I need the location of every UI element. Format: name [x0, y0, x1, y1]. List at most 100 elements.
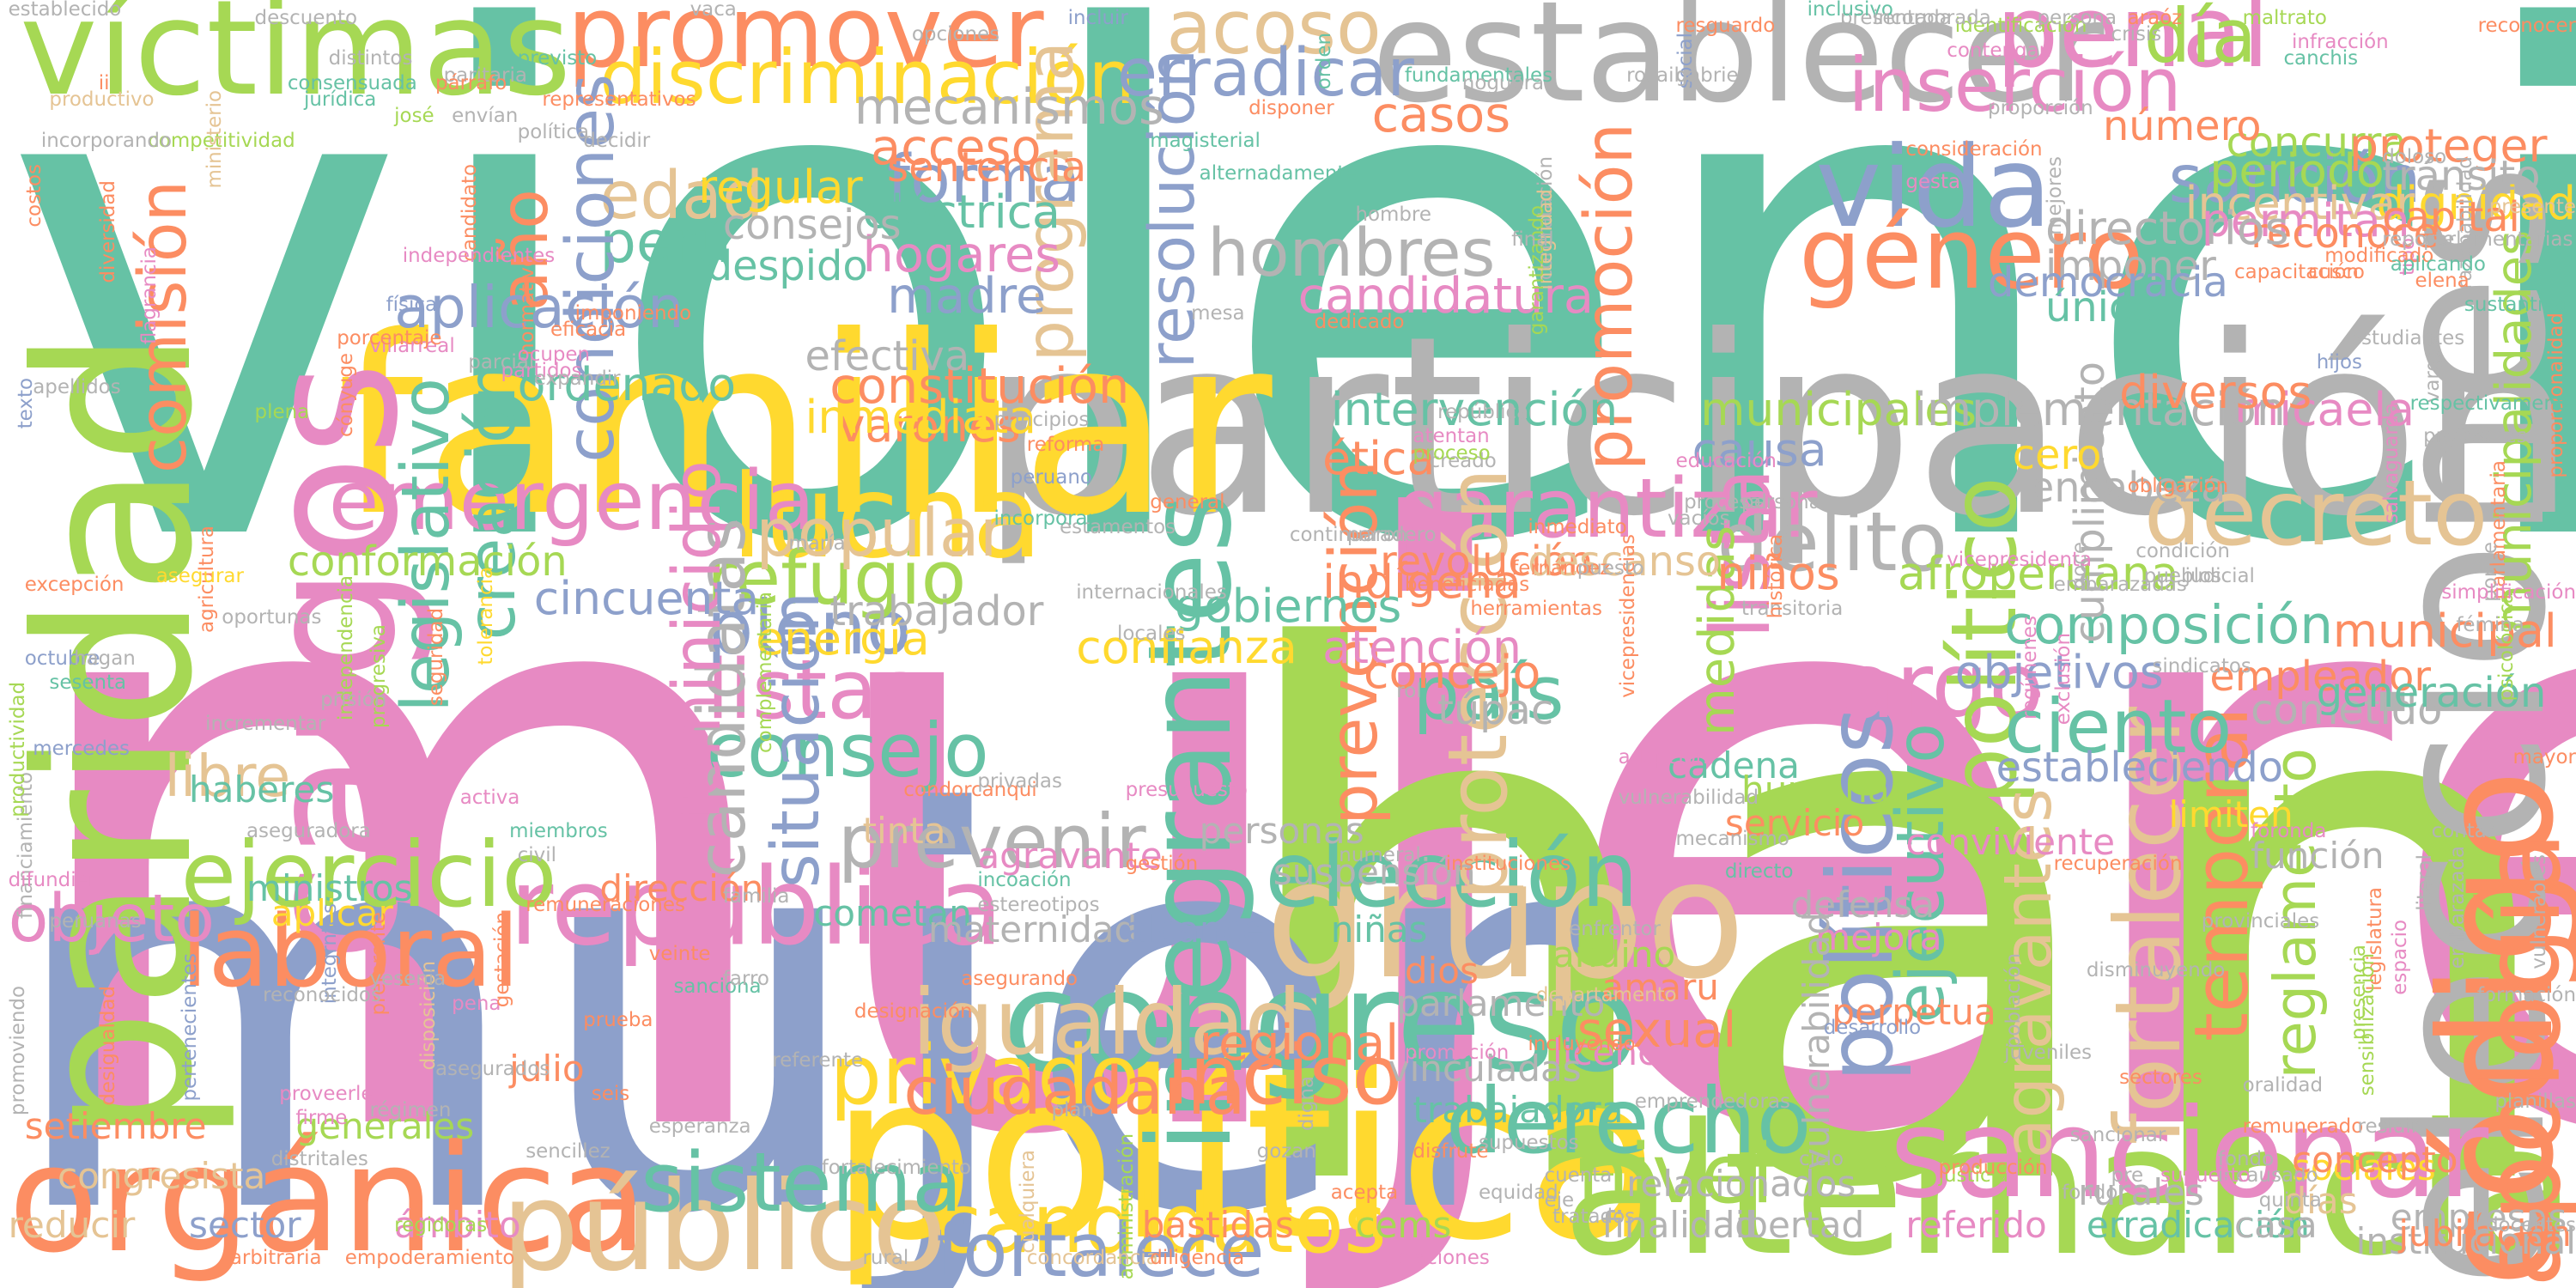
cloud-word-proveerle: proveerle [279, 1082, 374, 1105]
cloud-word-libre: libre [164, 742, 291, 810]
cloud-word-politica: política [829, 1023, 1666, 1288]
cloud-word-fondo: fondo [2062, 1181, 2118, 1204]
cloud-word-laboral: laboral [180, 895, 520, 1011]
cloud-word-cualquiera: cualquiera [1017, 1150, 1040, 1254]
cloud-word-consideracion: consideración [1905, 137, 2043, 161]
cloud-word-hombres: hombres [1207, 216, 1496, 293]
cloud-word-departamento: departamento [1535, 983, 1677, 1006]
cloud-word-embarazada: embarazada [2445, 846, 2469, 969]
cloud-word-poblacion: población [2002, 952, 2026, 1048]
cloud-word-paritaria: paritaria [443, 64, 527, 87]
cloud-word-representativos: representativos [542, 88, 696, 112]
cloud-word-rurales: rurales [2078, 1170, 2204, 1213]
cloud-word-seis: seis [591, 1082, 630, 1105]
cloud-word-listas: listas [706, 641, 920, 738]
cloud-word-establecido: establecido [8, 0, 122, 21]
cloud-word-complementaria: complementaria [754, 591, 777, 753]
cloud-word-independientes: independientes [402, 244, 556, 267]
cloud-word-concurra: concurra [2226, 119, 2407, 167]
cloud-word-composicion: composición [2004, 595, 2334, 657]
cloud-word-establecer: establecer [1371, 0, 2105, 134]
cloud-word-sanciona: sanciona [673, 975, 762, 999]
cloud-word-garantizar: garantizar [1396, 460, 1818, 557]
cloud-word-proporcion: proporción [1988, 96, 2093, 119]
cloud-word-privado: privado [829, 1027, 1140, 1124]
cloud-word-sectores: sectores [2119, 1066, 2202, 1089]
cloud-word-condorcanqui: condorcanqui [903, 778, 1037, 801]
cloud-word-tinta: tinta [862, 810, 946, 853]
cloud-word-servicio: servicio [1724, 801, 1865, 844]
cloud-word-flagrancia: flagrancia [137, 246, 161, 345]
cloud-word-discriminacion: discriminación [599, 34, 1135, 121]
cloud-word-vacios: vacíos [1667, 507, 1730, 531]
cloud-word-condicion: condición [2136, 540, 2230, 563]
cloud-word-consejos: consejos [722, 202, 902, 250]
cloud-word-estamentos: estamentos [1060, 515, 1176, 538]
cloud-word-feminicidio: feminicidio [659, 459, 736, 821]
cloud-word-alternancia: alternancia [1561, 1084, 2576, 1288]
cloud-word-asegurados: asegurados [435, 1058, 550, 1081]
cloud-word-final: final [1511, 228, 1554, 251]
cloud-word-municipal: municipal [2332, 603, 2557, 658]
cloud-word-imponer: imponer [2045, 242, 2216, 290]
cloud-word-aplicando: aplicando [2390, 252, 2486, 276]
cloud-word-sustantiva: sustantiva [2464, 294, 2567, 317]
cloud-word-incorporando: incorporando [40, 130, 173, 153]
cloud-word-octubre: octubre [24, 647, 100, 670]
cloud-word-arbitraria: arbitraria [229, 1247, 322, 1270]
cloud-word-fortalece: fortalece [936, 1207, 1265, 1288]
cloud-word-penal: penal [1996, 0, 2270, 90]
cloud-word-mejores: mejores [2044, 155, 2067, 235]
cloud-word-fisica: física [386, 294, 438, 317]
cloud-word-fernandez: fernández [1511, 556, 1611, 580]
cloud-word-internacionales: internacionales [1076, 581, 1227, 605]
cloud-word-igualdad: igualdad [911, 969, 1303, 1076]
cloud-word-prision: prisión [320, 688, 387, 711]
cloud-word-estudiantes: estudiantes [2348, 326, 2465, 349]
cloud-word-peruano: peruano [1010, 466, 1092, 489]
cloud-word-sencillez: sencillez [526, 1139, 611, 1163]
cloud-word-transitoria: transitoria [1741, 598, 1844, 621]
cloud-word-setiembre: setiembre [24, 1105, 207, 1148]
cloud-word-acepta: acepta [1330, 1181, 1399, 1204]
cloud-word-dia: día [2143, 0, 2257, 80]
cloud-word-promover: promover [567, 0, 1044, 90]
cloud-word-excepcion: excepción [24, 573, 125, 596]
cloud-word-jubilacion: jubilación [2398, 1212, 2572, 1255]
cloud-word-tratados: tratados [1552, 1206, 1636, 1229]
cloud-word-pais: país [1413, 651, 1564, 738]
cloud-word-literal: literal [2413, 854, 2436, 911]
cloud-word-identificacion: identificación [1954, 15, 2087, 38]
cloud-word-intervencion: intervención [1330, 381, 1619, 436]
cloud-word-mesa: mesa [1191, 301, 1245, 325]
cloud-word-licencia: licencia [1552, 1031, 1690, 1074]
cloud-word-hijos: hijos [2316, 351, 2362, 374]
cloud-word-atencion: atención [1322, 620, 1522, 675]
cloud-word-candidatos: candidatos [936, 1175, 1387, 1272]
cloud-word-rural: rural [862, 1247, 909, 1270]
cloud-word-familiar: familiar [337, 283, 1273, 570]
cloud-word-organica: orgánica [8, 1112, 648, 1285]
cloud-word-funcion: función [2251, 834, 2385, 877]
cloud-word-parlamentarias: parlamentarias [2423, 228, 2573, 251]
cloud-word-incausado: incausado [2217, 1164, 2318, 1188]
cloud-word-atentan: atentan [1413, 425, 1490, 448]
cloud-word-pre: pre [2111, 1164, 2144, 1188]
cloud-word-ministros: ministros [246, 867, 413, 910]
cloud-word-genero: género [1799, 197, 2144, 313]
cloud-word-cargo: cargo [1790, 633, 2044, 739]
cloud-word-capacitacion: capacitación [2234, 261, 2359, 284]
cloud-word-salvaguarda: salvaguarda [2380, 402, 2403, 524]
cloud-word-despido: despido [706, 242, 868, 290]
cloud-word-ciudadana: ciudadana [903, 1054, 1246, 1131]
cloud-word-vida: vida [1815, 122, 2052, 253]
cloud-word-crisis: crisis [2111, 22, 2162, 46]
cloud-word-concejo: concejo [1364, 644, 1541, 699]
cloud-word-regimen: régimen [369, 1098, 452, 1121]
cloud-word-supuesto: supuesto [2160, 1164, 2251, 1188]
cloud-word-designacion: designación [854, 1000, 973, 1024]
cloud-word-numeral: numeral [1339, 844, 1421, 867]
cloud-word-sentencia: sentencia [887, 144, 1087, 192]
cloud-word-inclusivo: inclusivo [1807, 0, 1893, 21]
cloud-word-capital: capital [2382, 193, 2520, 241]
